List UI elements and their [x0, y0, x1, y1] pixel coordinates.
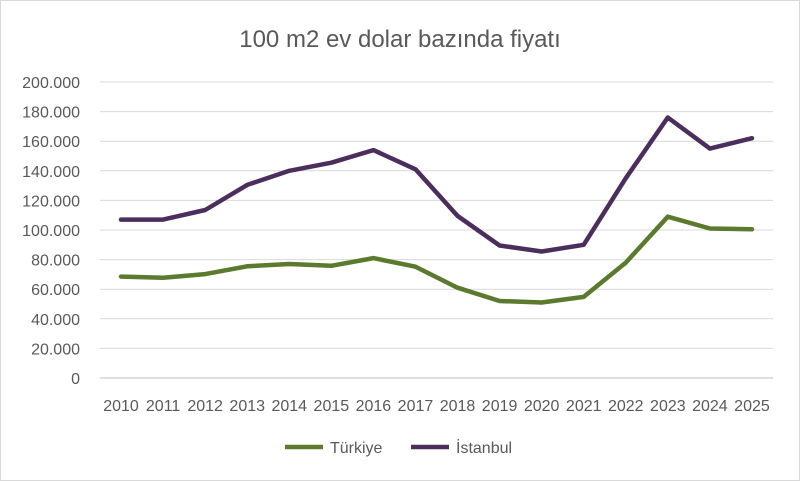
x-tick-label: 2021 [566, 398, 602, 415]
x-tick-label: 2024 [692, 398, 728, 415]
series-lines [118, 115, 755, 305]
x-tick-label: 2022 [608, 398, 644, 415]
chart-title: 100 m2 ev dolar bazında fiyatı [239, 26, 561, 53]
x-tick-label: 2016 [356, 398, 392, 415]
y-tick-label: 40.000 [31, 312, 80, 329]
x-tick-label: 2012 [187, 398, 223, 415]
legend-label: İstanbul [456, 438, 512, 457]
gridlines [100, 81, 773, 379]
y-tick-label: 120.000 [22, 193, 80, 210]
x-tick-label: 2011 [146, 398, 181, 415]
x-tick-label: 2020 [524, 398, 560, 415]
y-tick-label: 80.000 [31, 253, 80, 270]
y-tick-label: 20.000 [31, 341, 80, 358]
y-tick-label: 60.000 [31, 282, 80, 299]
y-tick-label: 100.000 [22, 223, 80, 240]
y-tick-label: 160.000 [22, 134, 80, 151]
y-axis-tick-labels: 0 20.000 40.000 60.000 80.000 100.000 120.000 1… [22, 75, 80, 388]
x-tick-label: 2014 [271, 398, 307, 415]
x-tick-label: 2023 [650, 398, 686, 415]
x-tick-label: 2017 [398, 398, 434, 415]
x-tick-label: 2010 [103, 398, 139, 415]
legend: Türkiye İstanbul [285, 438, 512, 457]
legend-label: Türkiye [330, 440, 383, 457]
x-tick-label: 2018 [440, 398, 476, 415]
x-tick-label: 2013 [229, 398, 265, 415]
y-tick-label: 180.000 [22, 105, 80, 122]
x-axis-tick-labels: 2010 2011 2012 2013 2014 2015 2016 2017 2018 2019… [103, 398, 770, 415]
x-tick-label: 2025 [734, 398, 770, 415]
y-tick-label: 140.000 [22, 164, 80, 181]
series-line-türkiye [118, 214, 755, 305]
x-tick-label: 2019 [482, 398, 518, 415]
y-tick-label: 0 [71, 371, 80, 388]
y-tick-label: 200.000 [22, 75, 80, 92]
series-line-i̇stanbul [118, 115, 755, 254]
x-tick-label: 2015 [314, 398, 350, 415]
